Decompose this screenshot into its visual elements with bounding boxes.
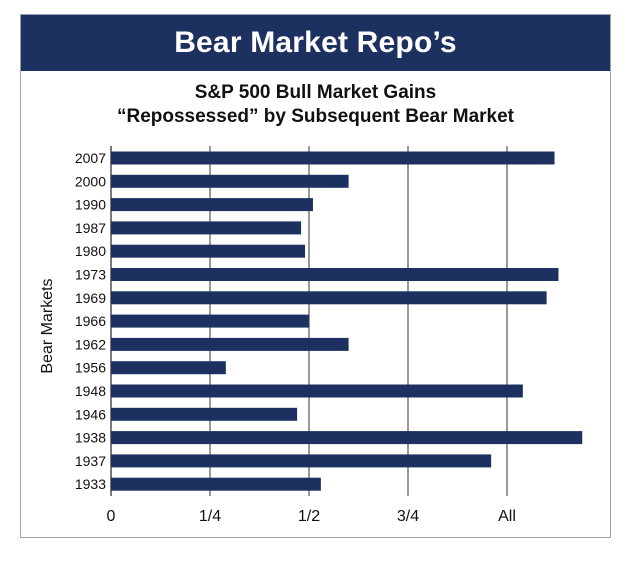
chart-title-line2: “Repossessed” by Subsequent Bear Market bbox=[116, 106, 515, 127]
bar-1969 bbox=[111, 291, 547, 305]
x-tick-labels: 0 1/4 1/2 3/4 All bbox=[107, 508, 516, 525]
y-tick-label: 1987 bbox=[75, 220, 106, 236]
bar-1987 bbox=[111, 221, 302, 235]
bar-1938 bbox=[111, 431, 583, 445]
bar-1980 bbox=[111, 244, 306, 258]
y-tick-label: 1962 bbox=[75, 336, 106, 352]
bar-2000 bbox=[111, 174, 349, 188]
y-tick-label: 1973 bbox=[75, 267, 106, 283]
bars bbox=[111, 151, 583, 491]
bar-1948 bbox=[111, 384, 523, 398]
x-tick-label: 3/4 bbox=[397, 508, 419, 525]
banner-title: Bear Market Repo’s bbox=[21, 15, 610, 71]
y-tick-labels: 2007 2000 1990 1987 1980 1973 1969 1966 1962 1956… bbox=[75, 150, 106, 492]
y-tick-label: 1946 bbox=[75, 406, 106, 422]
y-tick-label: 1938 bbox=[75, 430, 106, 446]
bar-1973 bbox=[111, 268, 559, 281]
y-tick-label: 1956 bbox=[75, 360, 106, 376]
y-tick-label: 2000 bbox=[75, 173, 106, 189]
bar-1966 bbox=[111, 314, 309, 328]
bar-2007 bbox=[111, 151, 555, 165]
y-tick-label: 1980 bbox=[75, 243, 106, 259]
x-tick-label: 1/2 bbox=[298, 508, 320, 525]
y-tick-label: 1933 bbox=[75, 476, 106, 492]
bar-1937 bbox=[111, 454, 492, 468]
y-tick-label: 1937 bbox=[75, 453, 106, 469]
y-tick-label: 1966 bbox=[75, 313, 106, 329]
x-tick-label: 1/4 bbox=[199, 508, 221, 525]
y-tick-label: 1990 bbox=[75, 197, 106, 213]
y-axis-label: Bear Markets bbox=[39, 278, 56, 373]
chart-title: S&P 500 Bull Market Gains “Repossessed” … bbox=[21, 81, 610, 129]
bar-1946 bbox=[111, 407, 298, 421]
y-tick-label: 1948 bbox=[75, 383, 106, 399]
y-tick-label: 1969 bbox=[75, 290, 106, 306]
chart-title-line1: S&P 500 Bull Market Gains bbox=[194, 82, 437, 103]
bar-1933 bbox=[111, 477, 321, 491]
x-tick-label: 0 bbox=[107, 508, 116, 525]
y-tick-label: 2007 bbox=[75, 150, 106, 166]
bar-1956 bbox=[111, 361, 226, 375]
bar-1962 bbox=[111, 337, 349, 351]
x-tick-label: All bbox=[498, 508, 516, 525]
bar-1990 bbox=[111, 198, 313, 212]
